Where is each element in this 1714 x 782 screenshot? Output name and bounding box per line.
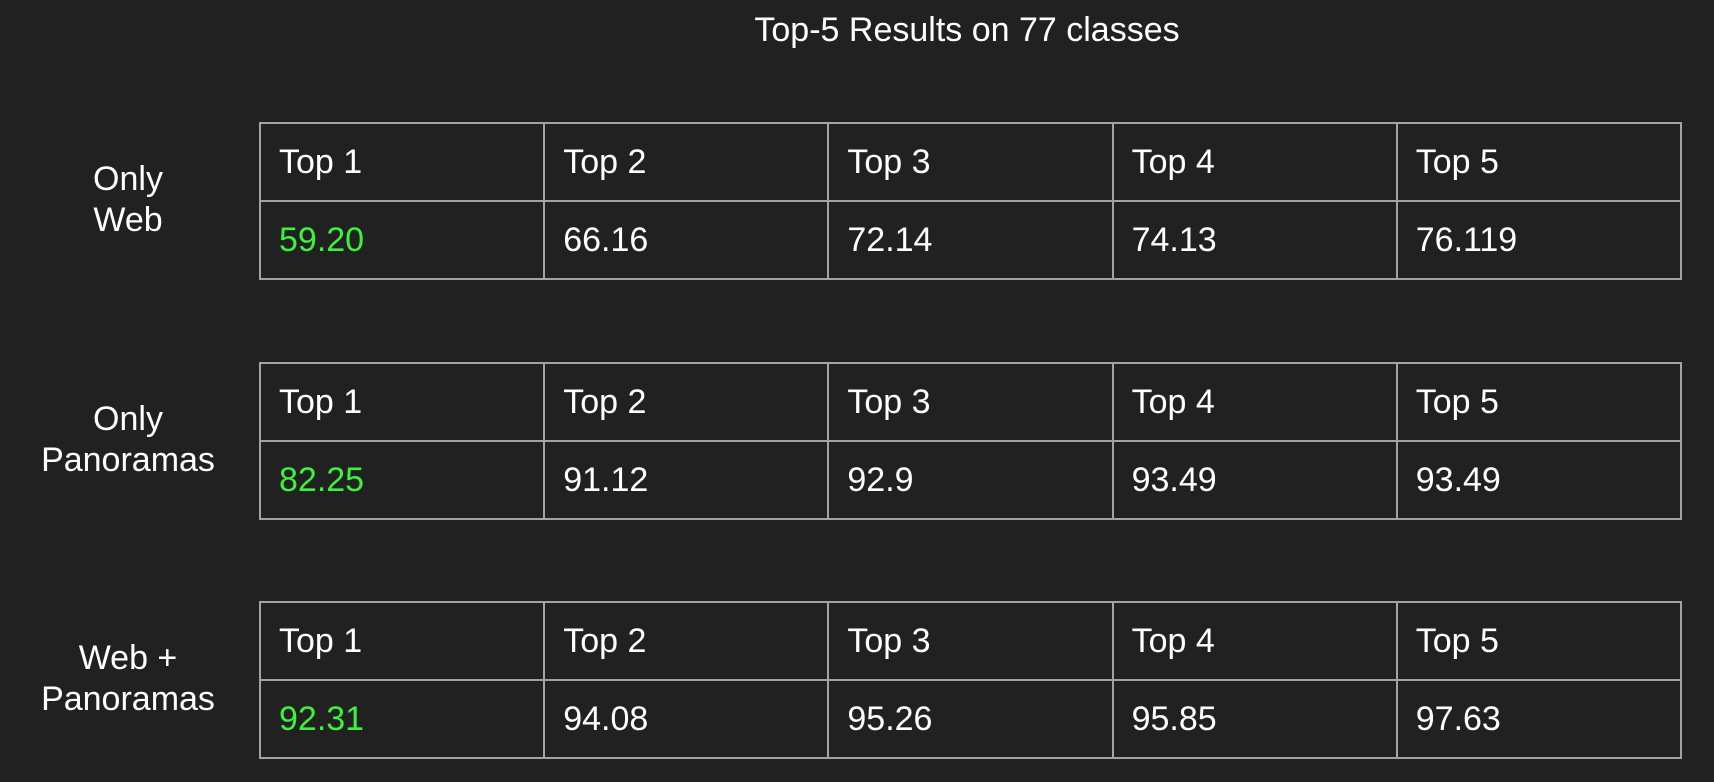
- column-header: Top 1: [258, 122, 546, 202]
- results-table-only-web: Top 1 Top 2 Top 3 Top 4 Top 5 59.20 66.1…: [258, 122, 1683, 280]
- row-label-line: Only: [93, 399, 163, 438]
- table-value-row: 59.20 66.16 72.14 74.13 76.119: [258, 200, 1683, 280]
- row-label-only-panoramas: Only Panoramas: [0, 362, 256, 517]
- row-label-only-web: Only Web: [0, 122, 256, 277]
- column-header: Top 2: [543, 122, 830, 202]
- results-table-only-panoramas: Top 1 Top 2 Top 3 Top 4 Top 5 82.25 91.1…: [258, 362, 1683, 520]
- value-cell: 66.16: [543, 200, 830, 280]
- column-header: Top 3: [827, 362, 1114, 442]
- column-header: Top 5: [1395, 122, 1683, 202]
- value-cell: 95.85: [1111, 679, 1398, 759]
- value-cell: 94.08: [543, 679, 830, 759]
- value-cell: 93.49: [1395, 440, 1683, 520]
- column-header: Top 5: [1395, 362, 1683, 442]
- value-cell: 72.14: [827, 200, 1114, 280]
- column-header: Top 1: [258, 362, 546, 442]
- row-label-web-panoramas: Web + Panoramas: [0, 601, 256, 756]
- results-block-only-panoramas: Only Panoramas Top 1 Top 2 Top 3 Top 4 T…: [0, 362, 1714, 520]
- column-header: Top 2: [543, 362, 830, 442]
- row-label-line: Web: [93, 200, 163, 239]
- value-cell: 74.13: [1111, 200, 1398, 280]
- table-header-row: Top 1 Top 2 Top 3 Top 4 Top 5: [258, 362, 1683, 442]
- row-label-line: Web +: [78, 638, 178, 677]
- table-header-row: Top 1 Top 2 Top 3 Top 4 Top 5: [258, 601, 1683, 681]
- column-header: Top 1: [258, 601, 546, 681]
- results-block-web-panoramas: Web + Panoramas Top 1 Top 2 Top 3 Top 4 …: [0, 601, 1714, 759]
- column-header: Top 4: [1111, 362, 1398, 442]
- column-header: Top 3: [827, 122, 1114, 202]
- value-cell: 91.12: [543, 440, 830, 520]
- row-label-line: Panoramas: [41, 679, 215, 718]
- value-cell: 93.49: [1111, 440, 1398, 520]
- value-cell: 92.9: [827, 440, 1114, 520]
- row-label-line: Panoramas: [41, 440, 215, 479]
- row-label-line: Only: [93, 159, 163, 198]
- column-header: Top 2: [543, 601, 830, 681]
- column-header: Top 4: [1111, 601, 1398, 681]
- value-cell-top1: 92.31: [258, 679, 546, 759]
- column-header: Top 3: [827, 601, 1114, 681]
- value-cell: 97.63: [1395, 679, 1683, 759]
- value-cell: 95.26: [827, 679, 1114, 759]
- chart-title: Top-5 Results on 77 classes: [754, 11, 1180, 49]
- value-cell: 76.119: [1395, 200, 1683, 280]
- column-header: Top 5: [1395, 601, 1683, 681]
- table-value-row: 82.25 91.12 92.9 93.49 93.49: [258, 440, 1683, 520]
- table-header-row: Top 1 Top 2 Top 3 Top 4 Top 5: [258, 122, 1683, 202]
- column-header: Top 4: [1111, 122, 1398, 202]
- value-cell-top1: 59.20: [258, 200, 546, 280]
- value-cell-top1: 82.25: [258, 440, 546, 520]
- table-value-row: 92.31 94.08 95.26 95.85 97.63: [258, 679, 1683, 759]
- results-table-web-panoramas: Top 1 Top 2 Top 3 Top 4 Top 5 92.31 94.0…: [258, 601, 1683, 759]
- results-block-only-web: Only Web Top 1 Top 2 Top 3 Top 4 Top 5 5…: [0, 122, 1714, 280]
